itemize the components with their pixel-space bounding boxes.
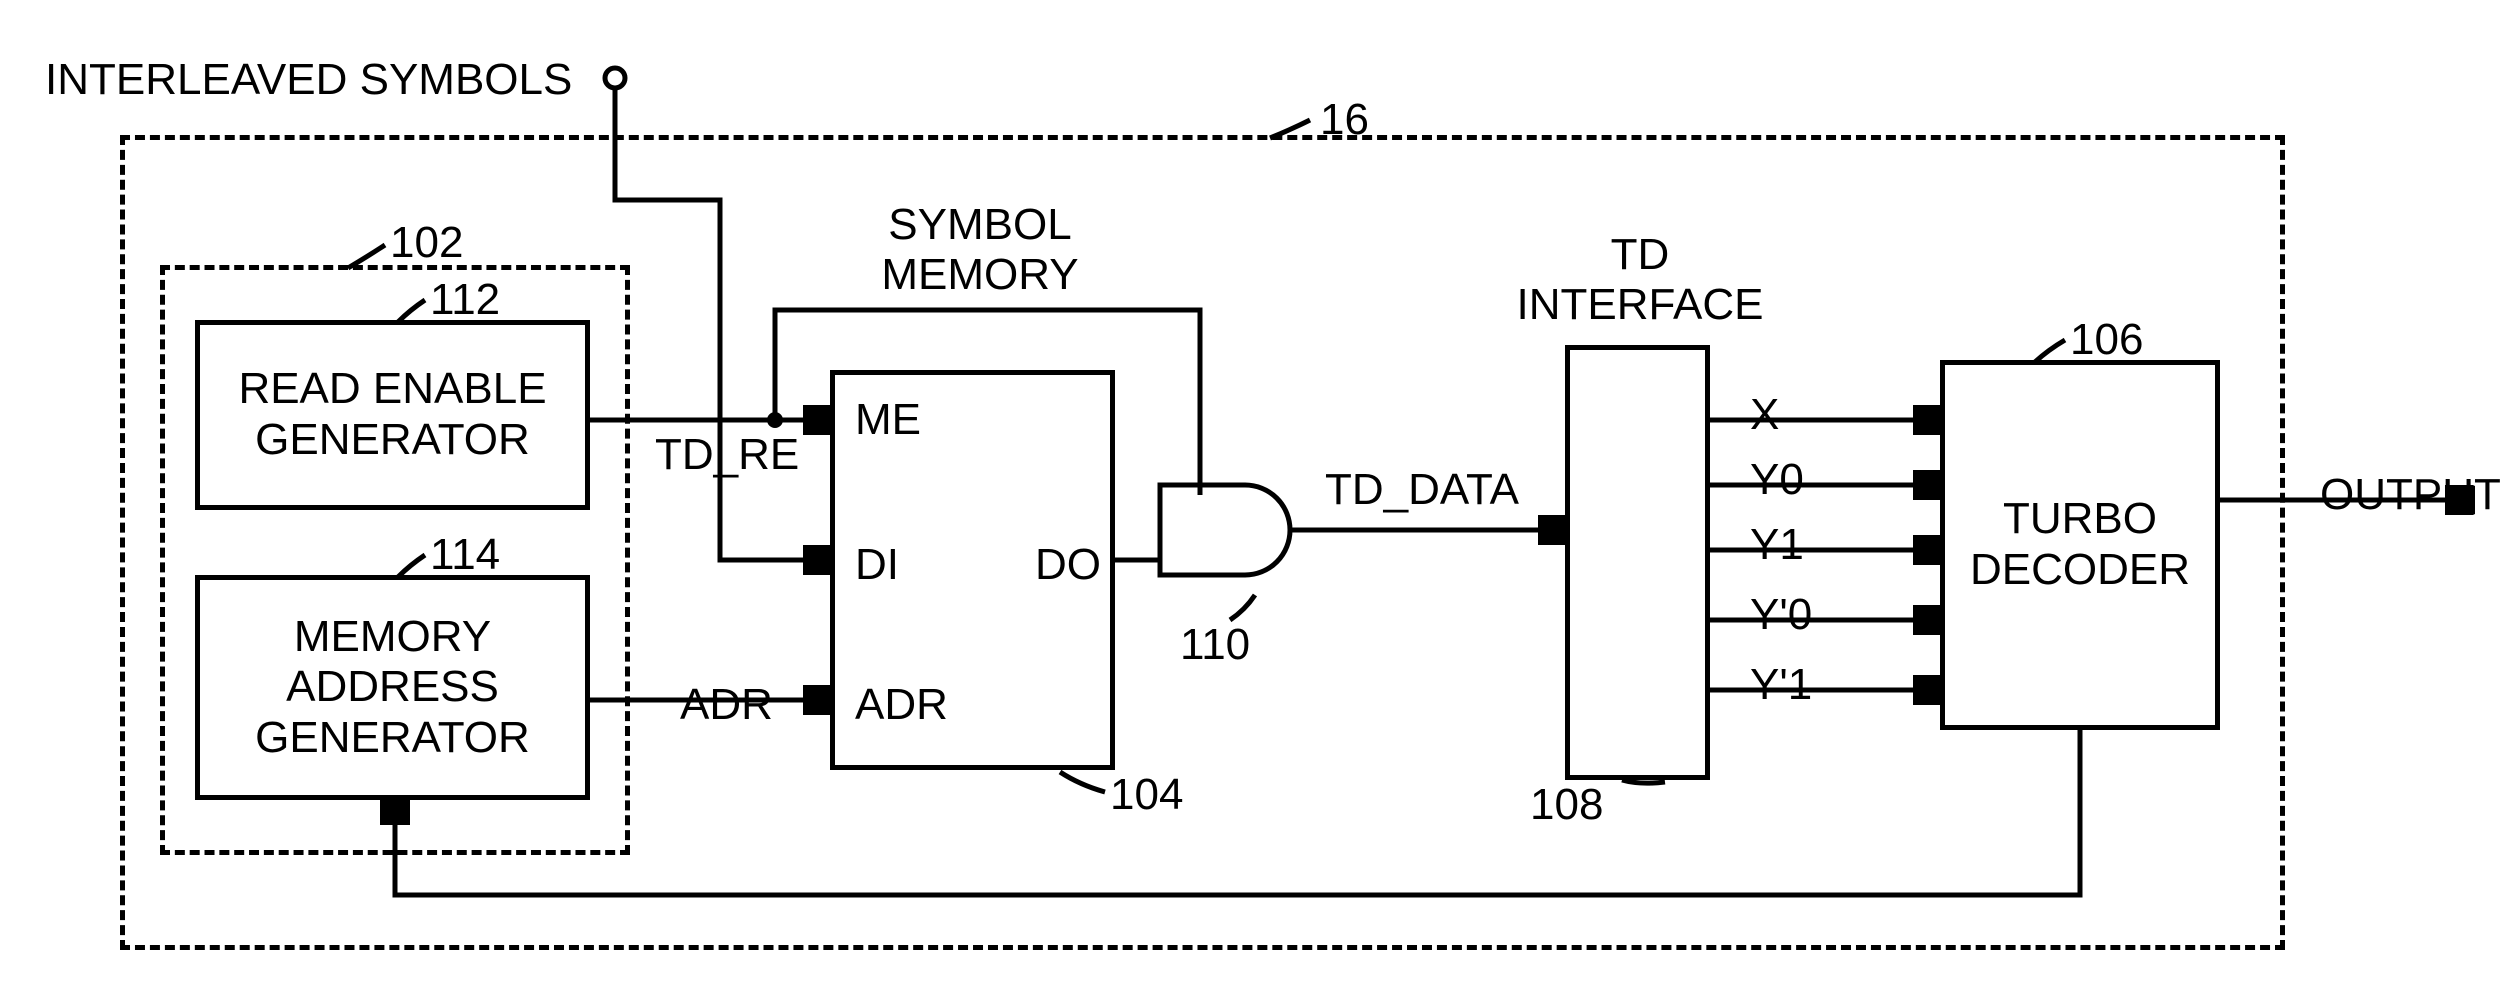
read-enable-generator-label: READ ENABLE GENERATOR	[200, 364, 585, 465]
turbo-decoder-label: TURBO DECODER	[1945, 494, 2215, 595]
ref-114: 114	[430, 530, 500, 580]
td-interface-title: TD INTERFACE	[1510, 230, 1770, 330]
diagram-canvas: READ ENABLE GENERATOR MEMORY ADDRESS GEN…	[0, 0, 2520, 1008]
port-do: DO	[1035, 540, 1101, 590]
port-me: ME	[855, 395, 921, 445]
read-enable-generator-block: READ ENABLE GENERATOR	[195, 320, 590, 510]
port-adr: ADR	[855, 680, 948, 730]
td-out-x: X	[1750, 390, 1779, 440]
turbo-decoder-block: TURBO DECODER	[1940, 360, 2220, 730]
port-di: DI	[855, 540, 899, 590]
memory-address-generator-block: MEMORY ADDRESS GENERATOR	[195, 575, 590, 800]
signal-td-data: TD_DATA	[1325, 465, 1519, 515]
signal-adr: ADR	[680, 680, 773, 730]
ref-104: 104	[1110, 770, 1183, 820]
memory-address-generator-label: MEMORY ADDRESS GENERATOR	[200, 612, 585, 764]
td-out-y1: Y1	[1750, 520, 1804, 570]
ref-112: 112	[430, 275, 500, 325]
td-interface-block	[1565, 345, 1710, 780]
signal-td-re: TD_RE	[655, 430, 799, 480]
ref-106: 106	[2070, 315, 2143, 365]
symbol-memory-title: SYMBOL MEMORY	[870, 200, 1090, 300]
td-out-y0: Y0	[1750, 455, 1804, 505]
ref-16: 16	[1320, 95, 1369, 145]
ref-108: 108	[1530, 780, 1603, 830]
ref-110: 110	[1180, 620, 1250, 670]
ref-102: 102	[390, 218, 463, 268]
td-out-y1p: Y'1	[1750, 660, 1812, 710]
td-out-y0p: Y'0	[1750, 590, 1812, 640]
output-label: OUTPUT	[2320, 470, 2501, 520]
interleaved-symbols-label: INTERLEAVED SYMBOLS	[45, 55, 572, 105]
